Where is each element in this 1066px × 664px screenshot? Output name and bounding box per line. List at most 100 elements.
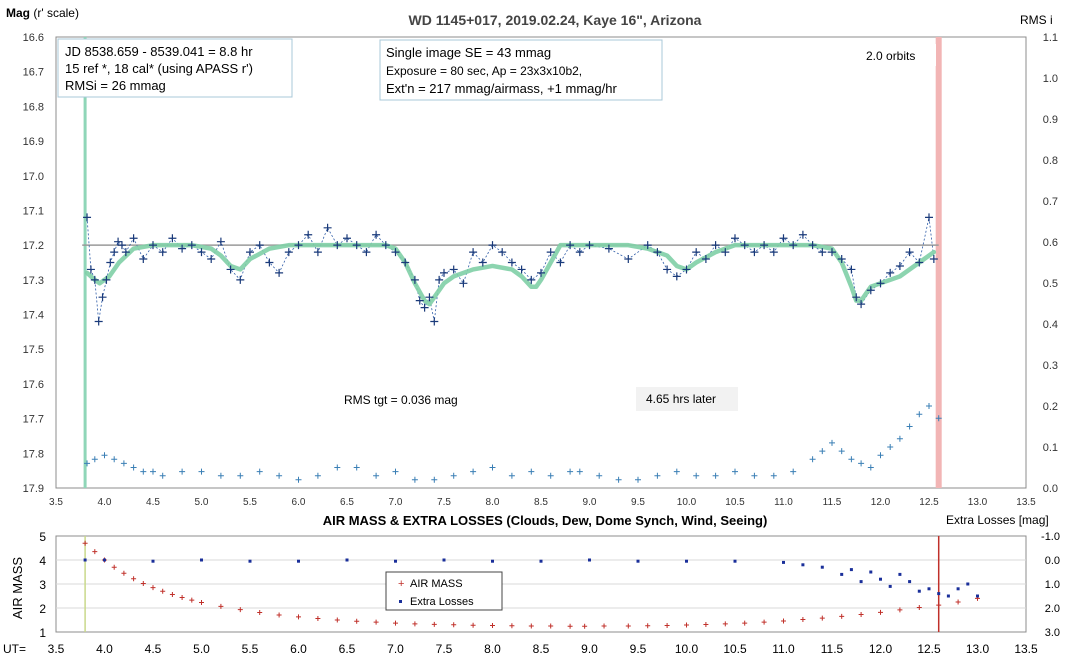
- extra-loss-point: [345, 558, 349, 562]
- bottom-x-tick-label: 12.0: [869, 642, 893, 656]
- rms-point: [567, 468, 574, 475]
- bottom-y-tick-label: 4: [39, 554, 46, 568]
- x-tick-label: 7.5: [437, 497, 451, 508]
- mag-point: [517, 265, 526, 274]
- extra-loss-point: [879, 577, 882, 581]
- rms-point: [576, 468, 583, 475]
- extra-loss-point: [151, 559, 155, 563]
- bottom-x-tick-label: 8.5: [533, 642, 550, 656]
- mag-point: [114, 237, 123, 246]
- mag-point: [129, 234, 138, 243]
- mag-point: [110, 248, 119, 257]
- rms-point: [489, 464, 496, 471]
- y2-tick-label: 1.1: [1043, 32, 1058, 44]
- airmass-point: [121, 570, 127, 576]
- extra-loss-point: [442, 558, 446, 562]
- bottom-x-tick-label: 10.0: [675, 642, 699, 656]
- mag-point: [425, 293, 434, 302]
- top-x-tick-labels: 3.5 4.0 4.5 5.0 5.5 6.0 6.5 7.0 7.5 8.0 8.5 9.0 9.5 1…: [49, 497, 1036, 508]
- mag-point: [216, 237, 225, 246]
- y-tick-label: 16.8: [23, 101, 44, 113]
- mag-point: [121, 248, 130, 257]
- rms-point: [179, 468, 186, 475]
- y2-tick-label: 0.8: [1043, 155, 1058, 167]
- airmass-point: [373, 619, 379, 625]
- model-curve: [84, 242, 937, 307]
- rms-point: [935, 415, 942, 422]
- airmass-point: [916, 605, 922, 611]
- airmass-point: [218, 603, 224, 609]
- mag-point: [430, 317, 439, 326]
- airmass-point: [625, 623, 631, 629]
- rms-point: [838, 448, 845, 455]
- mag-point: [604, 244, 613, 253]
- extra-loss-point: [917, 589, 921, 593]
- legend-losses-marker: [399, 600, 402, 603]
- rms-point: [411, 476, 418, 483]
- info-left-line-1: JD 8538.659 - 8539.041 = 8.8 hr: [65, 44, 253, 59]
- airmass-point: [664, 623, 670, 629]
- extra-loss-point: [491, 559, 494, 563]
- x-tick-label: 10.5: [725, 497, 745, 508]
- extra-loss-point: [588, 558, 591, 562]
- bottom-title: AIR MASS & EXTRA LOSSES (Clouds, Dew, Do…: [323, 513, 768, 528]
- mag-point: [106, 258, 115, 267]
- mag-point: [866, 286, 875, 295]
- airmass-point: [82, 540, 88, 546]
- extra-loss-point: [888, 584, 892, 588]
- orbits-annotation: 2.0 orbits: [858, 44, 936, 66]
- mag-point: [275, 268, 284, 277]
- mag-point: [546, 248, 555, 257]
- bottom-y-tick-label: 5: [39, 530, 46, 544]
- extra-loss-point: [539, 559, 543, 563]
- x-tick-label: 9.5: [631, 497, 645, 508]
- y-tick-label: 17.1: [23, 205, 44, 217]
- extra-losses-points: [83, 558, 979, 598]
- rms-point: [693, 472, 700, 479]
- mag-point: [643, 241, 652, 250]
- y2-tick-label: 1.0: [1043, 73, 1058, 85]
- rms-point: [295, 476, 302, 483]
- mag-point: [886, 268, 895, 277]
- mag-point: [585, 241, 594, 250]
- airmass-point: [92, 549, 98, 555]
- x-tick-label: 3.5: [49, 497, 63, 508]
- x-tick-label: 9.0: [583, 497, 597, 508]
- rms-point: [790, 468, 797, 475]
- airmass-point: [431, 621, 437, 627]
- bottom-x-tick-label: 10.5: [723, 642, 747, 656]
- mag-point: [178, 244, 187, 253]
- info-box-left: JD 8538.659 - 8539.041 = 8.8 hr 15 ref *…: [57, 38, 293, 98]
- airmass-point: [393, 620, 398, 626]
- rms-point: [712, 472, 719, 479]
- airmass-point: [761, 619, 767, 625]
- mag-point: [905, 248, 914, 257]
- info-left-line-3: RMSi = 26 mmag: [65, 78, 166, 93]
- mag-point: [168, 234, 177, 243]
- airmass-point: [199, 599, 204, 605]
- mag-point: [255, 241, 264, 250]
- x-tick-label: 5.5: [243, 497, 257, 508]
- mag-point: [818, 248, 827, 257]
- mag-point: [469, 248, 478, 257]
- extra-loss-point: [937, 592, 941, 596]
- mag-point: [672, 272, 681, 281]
- airmass-point: [160, 588, 166, 594]
- rms-points: [84, 403, 942, 483]
- mag-point: [692, 248, 701, 257]
- rms-point: [237, 472, 244, 479]
- y2-tick-label: 0.0: [1043, 483, 1058, 495]
- x-tick-label: 4.0: [98, 497, 112, 508]
- airmass-point: [490, 623, 495, 629]
- bottom-x-tick-label: 9.0: [581, 642, 598, 656]
- bottom-y-tick-label: 2: [39, 602, 46, 616]
- rms-point: [276, 472, 283, 479]
- rms-point: [450, 472, 457, 479]
- airmass-point: [897, 607, 903, 613]
- rms-point: [877, 452, 884, 459]
- mag-point: [352, 241, 361, 250]
- mag-point: [117, 241, 126, 250]
- bottom-x-tick-label: 12.5: [917, 642, 941, 656]
- extra-loss-point: [849, 568, 853, 572]
- extra-loss-point: [966, 582, 970, 586]
